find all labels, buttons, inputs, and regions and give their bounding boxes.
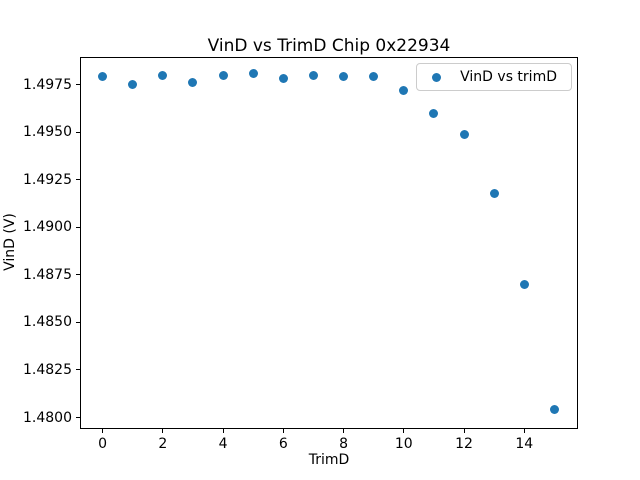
legend-marker-dot — [432, 72, 442, 82]
y-tick-label: 1.4950 — [23, 124, 72, 141]
y-tick-mark — [76, 226, 80, 228]
scatter-point — [98, 72, 108, 82]
chart-title: VinD vs TrimD Chip 0x22934 — [207, 36, 451, 56]
scatter-point — [549, 405, 559, 415]
legend-label: VinD vs trimD — [460, 69, 557, 85]
scatter-point — [519, 279, 529, 289]
scatter-point — [369, 72, 379, 82]
scatter-point — [188, 78, 198, 88]
x-tick-mark — [343, 429, 345, 433]
x-tick-label: 8 — [339, 436, 348, 452]
y-tick-mark — [76, 369, 80, 371]
y-tick-label: 1.4800 — [23, 409, 72, 426]
scatter-point — [459, 129, 469, 139]
x-tick-mark — [403, 429, 405, 433]
y-tick-mark — [76, 179, 80, 181]
x-tick-mark — [162, 429, 164, 433]
scatter-point — [158, 70, 168, 80]
x-tick-mark — [523, 429, 525, 433]
y-tick-mark — [76, 274, 80, 276]
x-tick-label: 0 — [98, 436, 108, 452]
x-tick-label: 2 — [158, 436, 168, 452]
scatter-point — [308, 70, 318, 80]
scatter-point — [339, 72, 349, 82]
y-tick-mark — [76, 84, 80, 86]
scatter-point — [429, 108, 439, 118]
y-tick-label: 1.4925 — [23, 171, 72, 188]
x-tick-label: 12 — [455, 436, 473, 452]
x-tick-mark — [463, 429, 465, 433]
x-tick-label: 4 — [218, 436, 228, 452]
y-tick-label: 1.4975 — [23, 76, 72, 93]
x-tick-label: 6 — [278, 436, 288, 452]
scatter-point — [218, 70, 228, 80]
scatter-point — [399, 85, 409, 95]
x-axis-label: TrimD — [308, 452, 350, 468]
legend: VinD vs trimD — [416, 63, 572, 91]
y-tick-label: 1.4900 — [23, 219, 72, 236]
y-tick-mark — [76, 417, 80, 419]
x-tick-mark — [282, 429, 284, 433]
scatter-point — [248, 68, 258, 78]
scatter-point — [489, 188, 499, 198]
y-tick-label: 1.4850 — [23, 314, 72, 331]
y-tick-label: 1.4875 — [23, 266, 72, 283]
y-tick-label: 1.4825 — [23, 361, 72, 378]
scatter-point — [128, 80, 138, 90]
x-tick-mark — [102, 429, 104, 433]
y-tick-mark — [76, 131, 80, 133]
y-tick-mark — [76, 321, 80, 323]
scatter-point — [278, 74, 288, 84]
x-tick-mark — [222, 429, 224, 433]
x-tick-label: 14 — [515, 436, 534, 452]
x-tick-label: 10 — [394, 436, 413, 452]
plot-area: VinD vs trimD — [80, 57, 578, 429]
